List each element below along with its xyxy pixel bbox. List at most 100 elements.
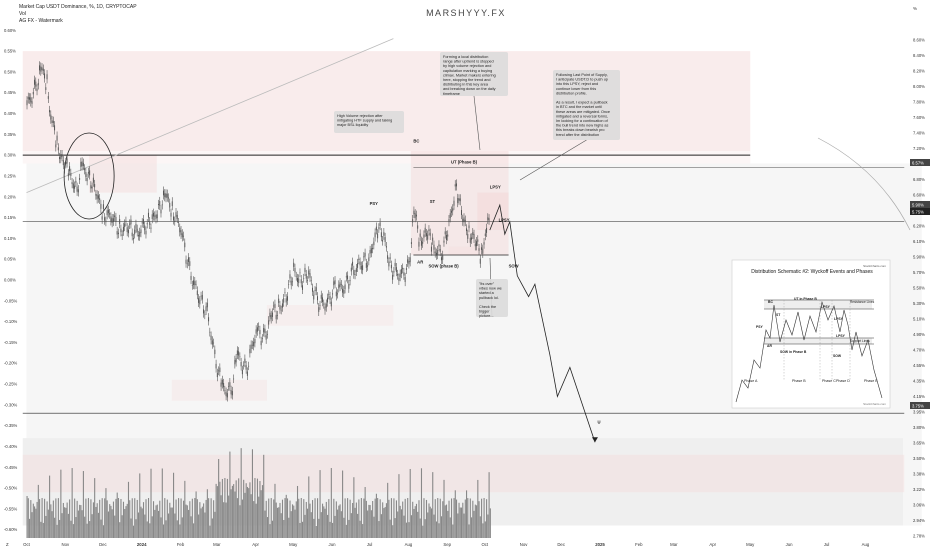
- volume-bar: [121, 515, 123, 538]
- callout-its-over-box: [476, 279, 508, 317]
- volume-bar: [120, 498, 122, 538]
- volume-bar: [203, 503, 205, 538]
- volume-bar: [135, 519, 137, 538]
- left-axis-tick: 0.35%: [4, 132, 16, 137]
- volume-bar: [173, 472, 175, 538]
- left-axis-tick: -0.50%: [4, 486, 18, 491]
- label-sow-phase-b: SOW (phase B): [428, 264, 459, 269]
- volume-bar: [260, 490, 262, 538]
- volume-bar: [310, 512, 312, 538]
- volume-bar: [281, 499, 284, 538]
- volume-bar: [301, 521, 304, 538]
- volume-bar: [246, 486, 248, 538]
- candle-body: [244, 358, 246, 363]
- volume-bar: [349, 499, 351, 538]
- volume-bar: [79, 504, 81, 538]
- candle-body: [408, 261, 410, 265]
- candle-body: [322, 297, 324, 303]
- candle-body: [432, 237, 434, 241]
- right-axis-tick: 3.95%: [913, 410, 925, 415]
- candle-body: [126, 227, 128, 233]
- left-axis-tick: 0.40%: [4, 111, 16, 116]
- volume-bar: [131, 498, 133, 538]
- candle-body: [427, 234, 429, 240]
- candle-body: [230, 389, 232, 395]
- candle-body: [486, 227, 488, 233]
- candle-body: [155, 214, 157, 220]
- volume-bar: [266, 517, 269, 538]
- candle-body: [231, 391, 233, 396]
- volume-bar: [452, 524, 454, 538]
- candle-body: [251, 344, 253, 346]
- x-axis-tick: Nov: [520, 542, 528, 547]
- volume-bar: [258, 496, 260, 538]
- volume-bar: [428, 503, 430, 538]
- candle-body: [424, 227, 426, 233]
- volume-bar: [184, 480, 186, 538]
- x-axis-corner: Z: [6, 542, 9, 547]
- volume-bar: [433, 514, 435, 538]
- highlight-circle: [63, 132, 115, 220]
- candle-body: [334, 280, 336, 285]
- label-bc: BC: [413, 139, 419, 144]
- candle-body: [350, 267, 352, 272]
- candle-body: [208, 317, 210, 322]
- volume-bar: [454, 490, 456, 538]
- x-axis-tick: Aug: [405, 542, 413, 547]
- volume-bar: [56, 524, 58, 538]
- candle-body: [186, 263, 188, 265]
- volume-bar: [280, 513, 282, 538]
- volume-bar: [46, 501, 48, 538]
- volume-bar: [137, 512, 140, 538]
- callout-high-volume-text: major BSL liquidity: [337, 123, 368, 127]
- volume-bar: [213, 500, 215, 538]
- volume-bar: [275, 502, 277, 538]
- volume-bar: [313, 518, 315, 538]
- volume-bar: [211, 518, 213, 538]
- x-axis-tick: May: [746, 542, 755, 547]
- volume-bar: [149, 523, 151, 538]
- volume-bar: [437, 498, 439, 538]
- volume-bar: [320, 512, 322, 538]
- volume-bar: [47, 509, 49, 538]
- candle-body: [339, 282, 341, 288]
- volume-bar: [305, 501, 307, 538]
- volume-bar: [448, 500, 450, 538]
- candle-body: [264, 328, 266, 334]
- candle-body: [71, 182, 73, 185]
- candle-body: [52, 120, 54, 123]
- volume-bar: [161, 468, 163, 538]
- right-axis-tick: 4.70%: [913, 348, 925, 353]
- candle-body: [224, 390, 226, 391]
- x-axis-tick: Oct: [23, 542, 30, 547]
- candle-body: [468, 225, 470, 229]
- candle-body: [122, 226, 124, 232]
- candle-body: [92, 177, 94, 183]
- left-axis-tick: 0.60%: [4, 28, 16, 33]
- volume-bar: [226, 478, 228, 538]
- candle-body: [280, 309, 282, 311]
- volume-bar: [372, 501, 374, 538]
- candle-body: [239, 356, 241, 358]
- volume-bar: [55, 498, 57, 538]
- candle-body: [213, 342, 215, 344]
- volume-bar: [111, 509, 113, 538]
- candle-body: [169, 202, 171, 208]
- volume-bar: [92, 502, 94, 538]
- volume-bar: [50, 504, 52, 538]
- volume-bar: [178, 498, 180, 538]
- price-badge: [910, 201, 930, 208]
- volume-bar: [363, 498, 365, 538]
- right-axis-tick: 5.70%: [913, 270, 925, 275]
- candle-body: [320, 294, 322, 299]
- candle-body: [360, 265, 362, 270]
- volume-bar: [432, 472, 434, 538]
- candle-body: [165, 193, 167, 199]
- volume-bar: [193, 523, 195, 538]
- volume-bar: [99, 499, 101, 538]
- volume-bar: [395, 500, 397, 538]
- candle-body: [403, 272, 405, 276]
- schematic-label-resistance: Resistance Lines: [850, 300, 875, 304]
- candle-body: [105, 220, 107, 223]
